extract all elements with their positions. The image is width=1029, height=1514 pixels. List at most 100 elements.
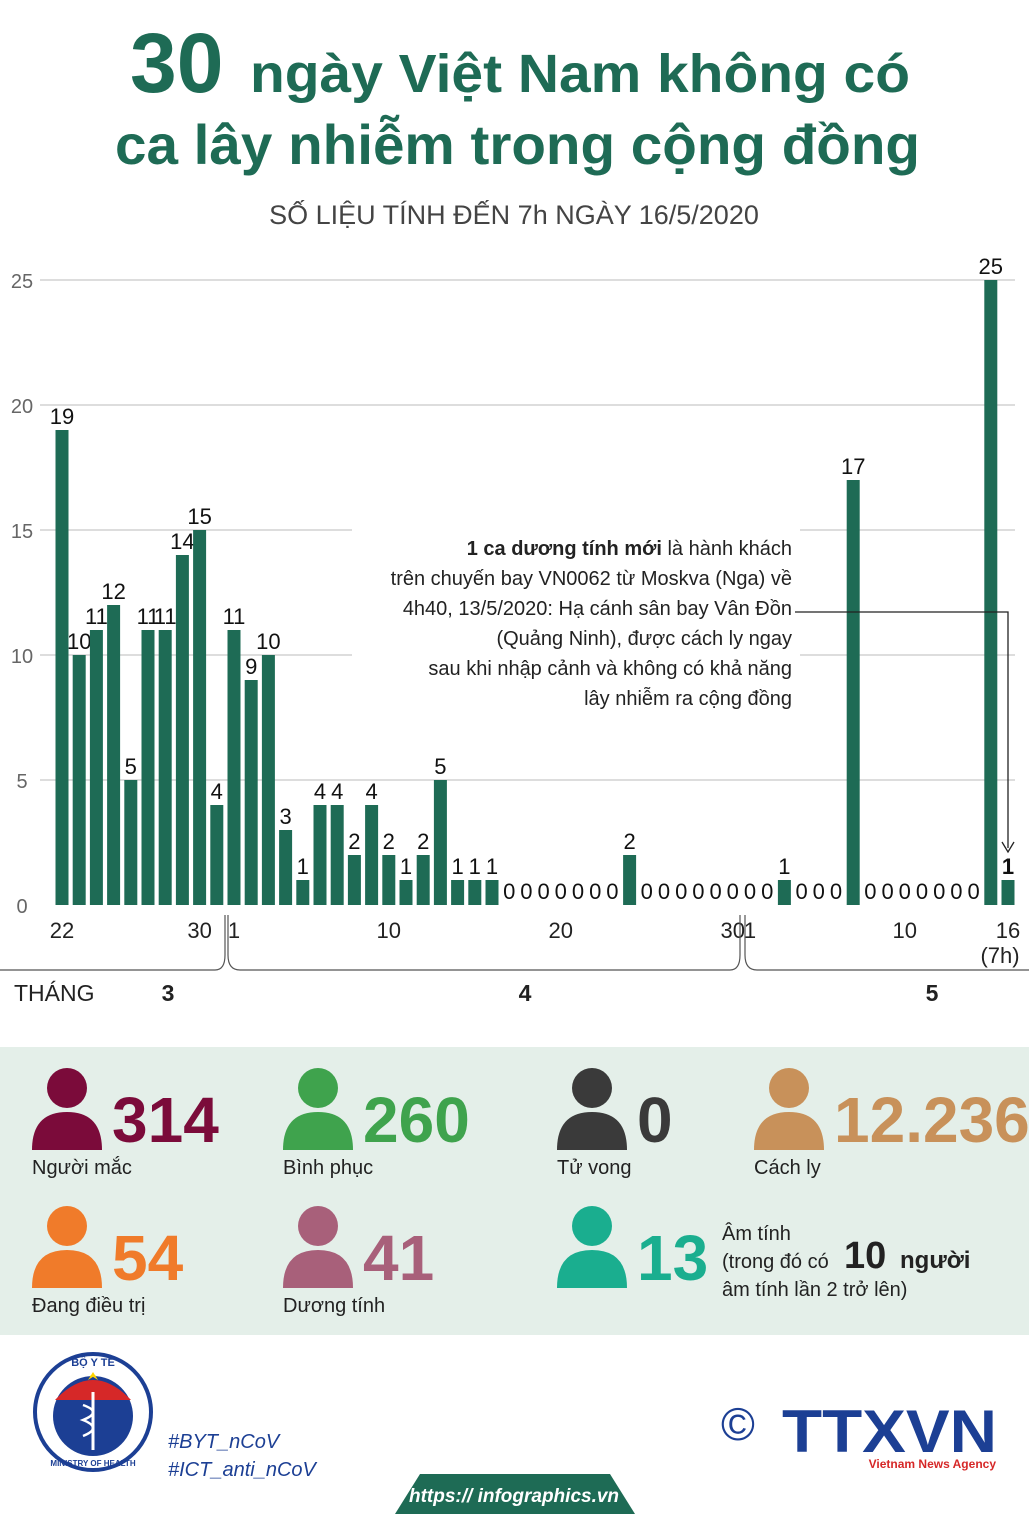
data-label: 0 bbox=[950, 879, 962, 904]
data-label: 0 bbox=[813, 879, 825, 904]
bar bbox=[279, 830, 293, 905]
bar bbox=[382, 855, 396, 905]
person-icon bbox=[754, 1068, 824, 1150]
data-label: 0 bbox=[520, 879, 532, 904]
data-label: 0 bbox=[537, 879, 549, 904]
title: ngày Việt Nam không có bbox=[250, 44, 910, 104]
annotation-bold: 1 ca dương tính mới bbox=[467, 538, 662, 560]
annotation-line: sau khi nhập cảnh và không có khả năng bbox=[428, 658, 792, 680]
hashtag: #ICT_anti_nCoV bbox=[168, 1459, 318, 1481]
annotation-line: 1 ca dương tính mới là hành khách bbox=[467, 538, 792, 560]
y-tick-label: 15 bbox=[11, 521, 33, 543]
data-label: 1 bbox=[1002, 854, 1014, 879]
data-label: 0 bbox=[933, 879, 945, 904]
y-tick-label: 20 bbox=[11, 396, 33, 418]
bar bbox=[984, 280, 998, 905]
bar bbox=[158, 630, 172, 905]
bar bbox=[141, 630, 155, 905]
data-label: 12 bbox=[101, 579, 125, 604]
data-label: 10 bbox=[67, 629, 91, 654]
bar bbox=[107, 605, 121, 905]
bar bbox=[175, 555, 189, 905]
bar bbox=[468, 880, 482, 905]
x-tick-label: 1 bbox=[228, 918, 240, 943]
data-label: 0 bbox=[572, 879, 584, 904]
bar bbox=[296, 880, 310, 905]
data-label: 17 bbox=[841, 454, 865, 479]
stat-note: âm tính lần 2 trở lên) bbox=[722, 1279, 907, 1301]
copyright: © bbox=[721, 1398, 755, 1450]
data-label: 0 bbox=[795, 879, 807, 904]
icon-head bbox=[47, 1068, 87, 1108]
bar bbox=[210, 805, 224, 905]
data-label: 3 bbox=[279, 804, 291, 829]
x-tick-label: 1 bbox=[744, 918, 756, 943]
bar bbox=[777, 880, 791, 905]
bar bbox=[193, 530, 207, 905]
x-tick-label: 16 bbox=[996, 918, 1020, 943]
bar bbox=[227, 630, 241, 905]
data-label: 0 bbox=[675, 879, 687, 904]
x-tick-label: 10 bbox=[377, 918, 401, 943]
month: 5 bbox=[926, 980, 939, 1006]
stat-note: người bbox=[900, 1247, 970, 1274]
data-label: 11 bbox=[85, 604, 108, 629]
bar bbox=[416, 855, 430, 905]
data-label: 0 bbox=[503, 879, 515, 904]
data-label: 5 bbox=[434, 754, 446, 779]
x-tick-label: 10 bbox=[893, 918, 917, 943]
data-label: 0 bbox=[916, 879, 928, 904]
data-label: 4 bbox=[314, 779, 326, 804]
stat-label: Người mắc bbox=[32, 1156, 132, 1179]
data-label: 1 bbox=[486, 854, 498, 879]
data-label: 0 bbox=[727, 879, 739, 904]
bar bbox=[244, 680, 258, 905]
data-label: 4 bbox=[365, 779, 377, 804]
subtitle: SỐ LIỆU TÍNH ĐẾN 7h NGÀY 16/5/2020 bbox=[269, 198, 759, 230]
icon-head bbox=[298, 1206, 338, 1246]
icon-body bbox=[557, 1112, 627, 1150]
data-label: 0 bbox=[864, 879, 876, 904]
annotation-text: là hành khách bbox=[662, 538, 792, 560]
ministry-logo bbox=[33, 1352, 153, 1472]
data-label: 11 bbox=[137, 604, 160, 629]
x-tick-label: 30 bbox=[187, 918, 211, 943]
y-tick-label: 5 bbox=[16, 771, 27, 793]
bar bbox=[846, 480, 860, 905]
data-label: 14 bbox=[170, 529, 194, 554]
data-label: 0 bbox=[641, 879, 653, 904]
data-label: 2 bbox=[348, 829, 360, 854]
data-label: 0 bbox=[967, 879, 979, 904]
bar bbox=[55, 430, 69, 905]
stat-value: 41 bbox=[363, 1222, 434, 1294]
annotation-bg bbox=[352, 522, 800, 712]
title-number: 30 bbox=[130, 16, 223, 110]
y-tick-label: 25 bbox=[11, 271, 33, 293]
annotation-line: lây nhiễm ra cộng đồng bbox=[584, 687, 792, 710]
icon-body bbox=[32, 1250, 102, 1288]
data-label: 0 bbox=[709, 879, 721, 904]
data-label: 25 bbox=[979, 254, 1003, 279]
y-tick-label: 0 bbox=[16, 896, 27, 918]
data-label: 5 bbox=[125, 754, 137, 779]
stat-label: Âm tính bbox=[722, 1222, 791, 1245]
icon-body bbox=[754, 1112, 824, 1150]
annotation-line: trên chuyến bay VN0062 từ Moskva (Nga) v… bbox=[391, 568, 792, 590]
icon-head bbox=[572, 1206, 612, 1246]
person-icon bbox=[283, 1068, 353, 1150]
data-label: 0 bbox=[692, 879, 704, 904]
icon-body bbox=[32, 1112, 102, 1150]
icon-head bbox=[572, 1068, 612, 1108]
x-tick-note: (7h) bbox=[980, 943, 1019, 968]
stat-value: 13 bbox=[637, 1222, 708, 1294]
month: 4 bbox=[519, 980, 532, 1006]
bar bbox=[261, 655, 275, 905]
annotation-arrow bbox=[795, 611, 1009, 848]
x-tick-label: 22 bbox=[50, 918, 74, 943]
person-icon bbox=[557, 1206, 627, 1288]
data-label: 1 bbox=[451, 854, 463, 879]
data-label: 4 bbox=[211, 779, 223, 804]
stat-value: 0 bbox=[637, 1084, 673, 1156]
data-label: 1 bbox=[297, 854, 309, 879]
bar bbox=[433, 780, 447, 905]
